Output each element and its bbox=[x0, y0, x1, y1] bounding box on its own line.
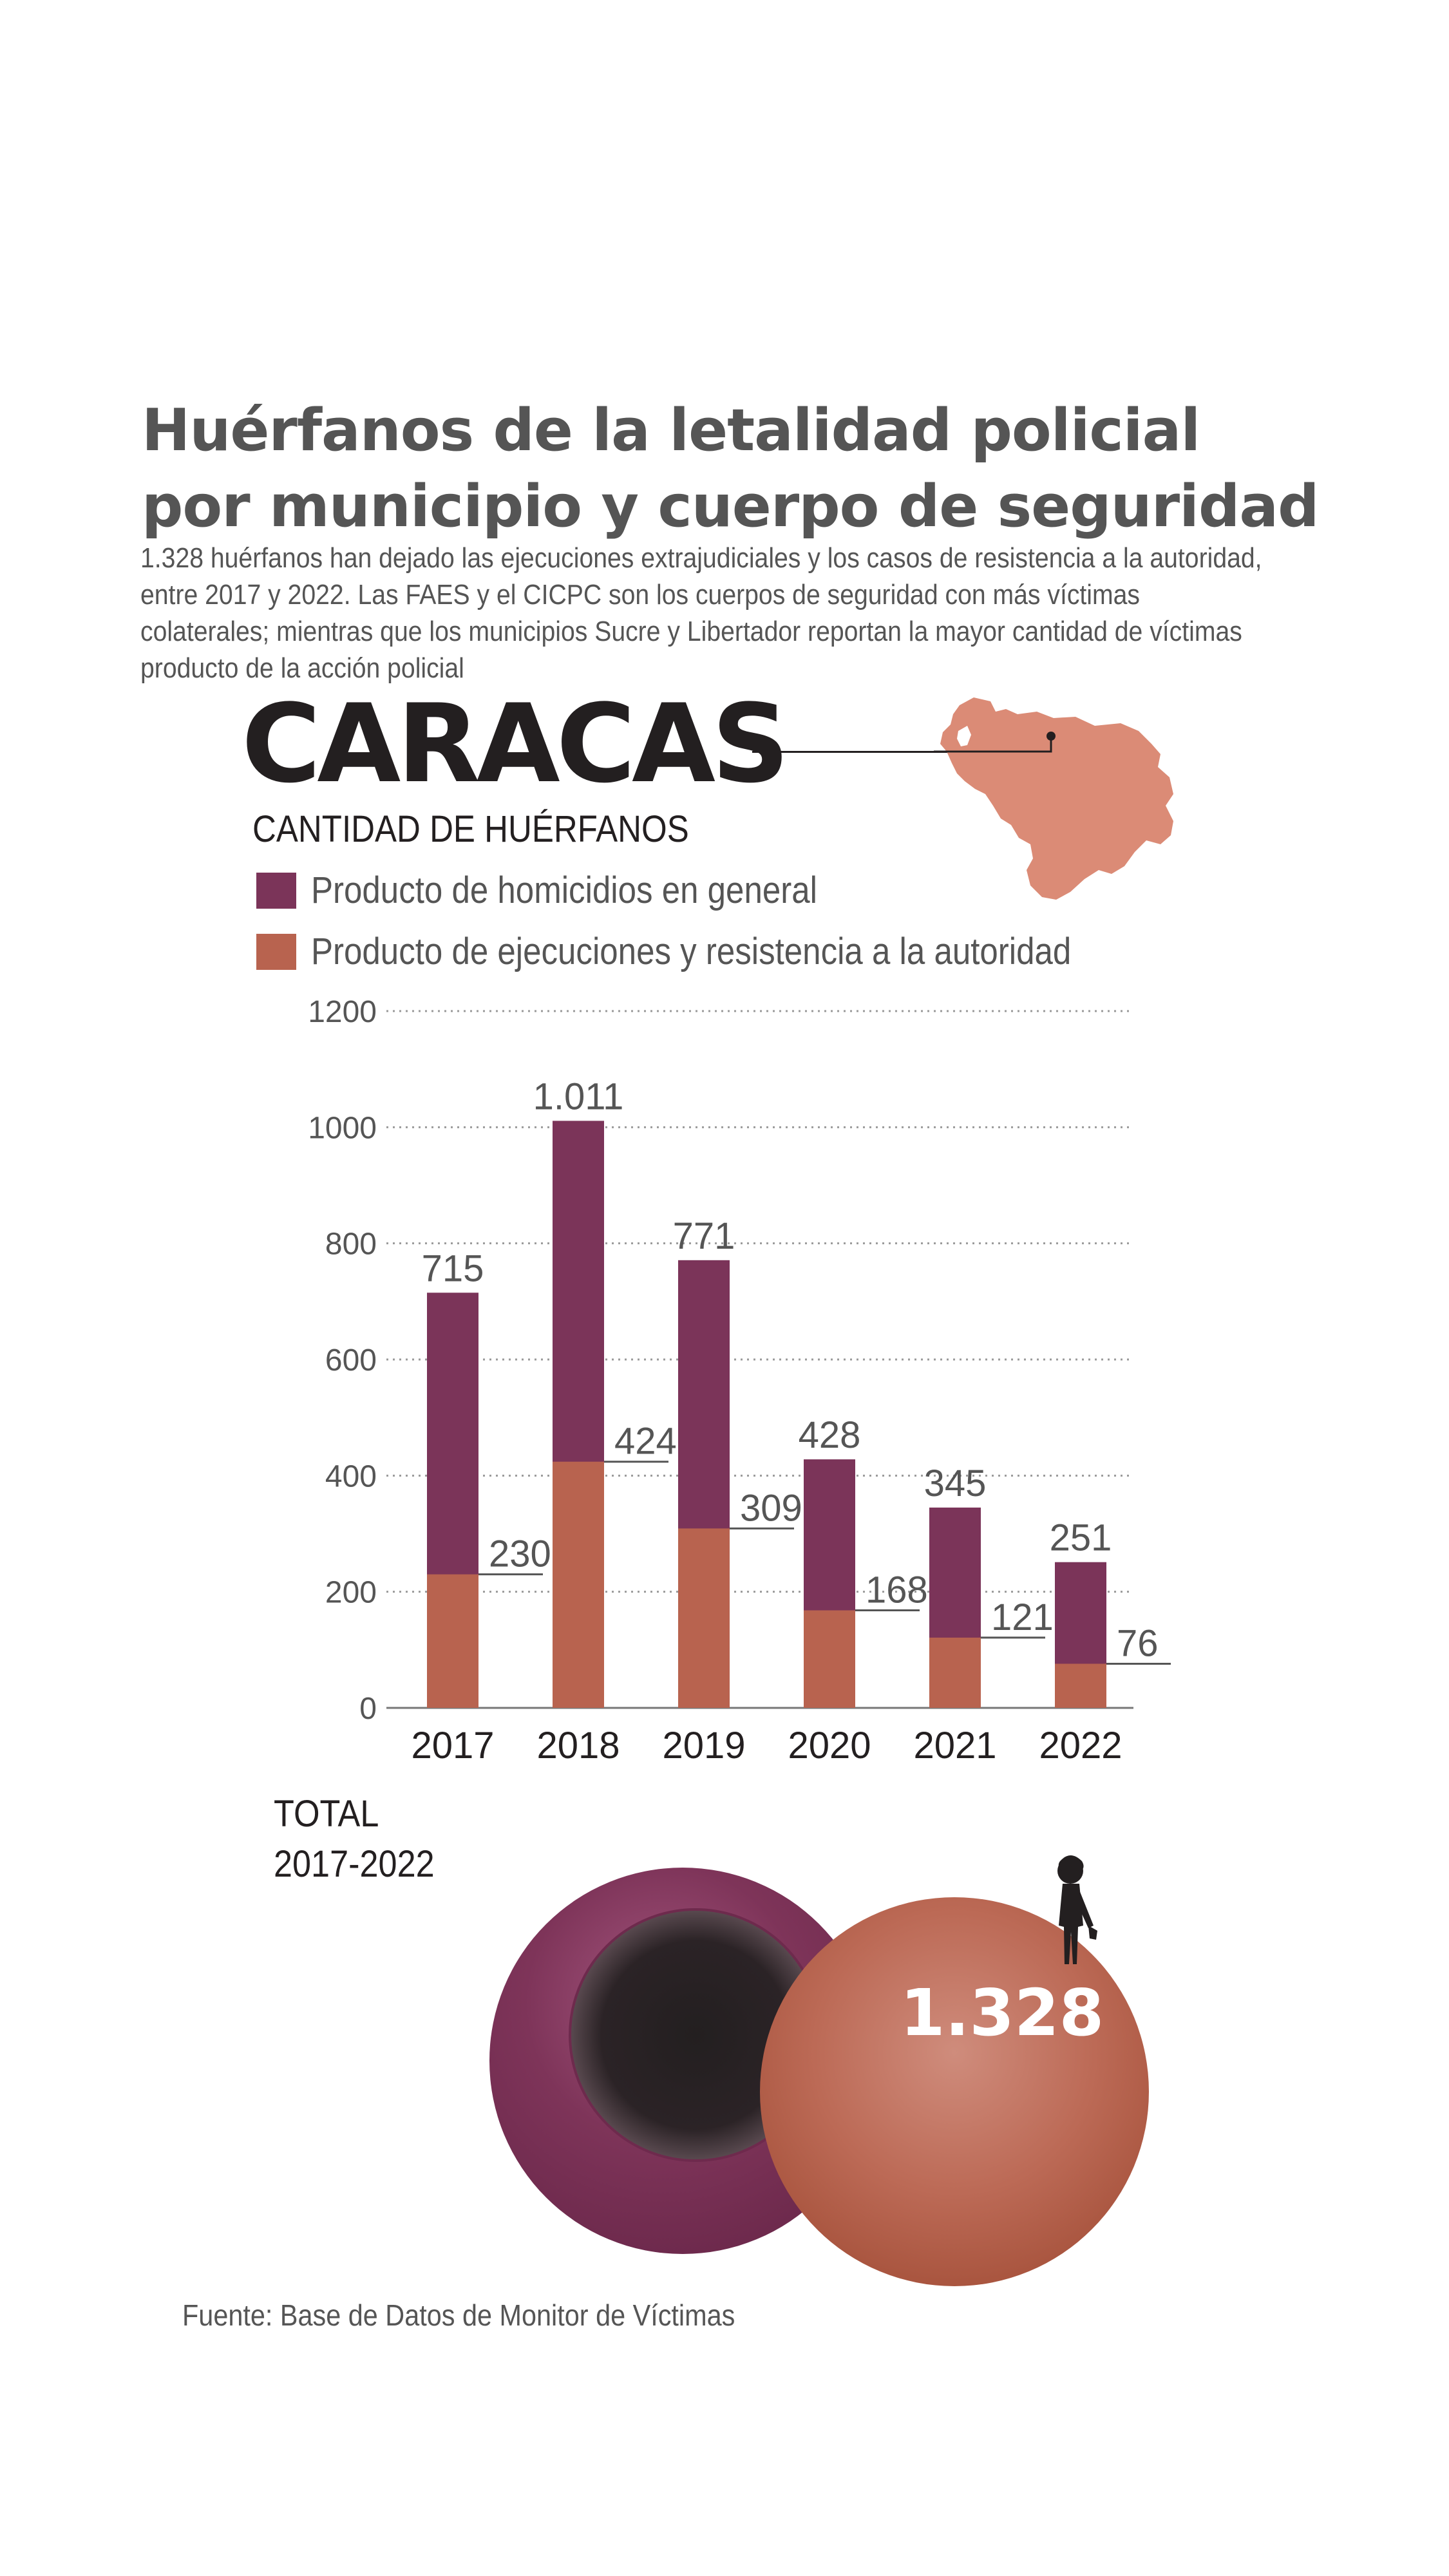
total-label: TOTAL 2017-2022 bbox=[274, 1789, 435, 1889]
y-tick-label: 1000 bbox=[308, 1111, 377, 1145]
title-line-1: Huérfanos de la letalidad policial bbox=[142, 397, 1200, 464]
ejecuciones-total-bubble bbox=[760, 1897, 1149, 2286]
value-label-homicidios: 771 bbox=[673, 1215, 735, 1257]
intro-text: 1.328 huérfanos han dejado las ejecucion… bbox=[140, 540, 1373, 687]
map-pointer-line bbox=[934, 740, 1052, 753]
homicidios-total-value: 3.521 bbox=[618, 1788, 821, 1864]
value-label-ejecuciones: 230 bbox=[489, 1533, 551, 1575]
totals-bubbles: 3.521 1.328 bbox=[489, 1788, 1149, 2286]
child-silhouette-icon bbox=[1057, 1855, 1097, 1964]
bar-ejecuciones bbox=[929, 1637, 981, 1708]
value-label-homicidios: 428 bbox=[799, 1414, 861, 1456]
x-tick-label: 2017 bbox=[411, 1725, 494, 1766]
venezuela-map-icon bbox=[934, 697, 1173, 900]
x-tick-label: 2020 bbox=[788, 1725, 871, 1766]
legend-swatch-ejecuciones bbox=[256, 934, 296, 970]
source-note: Fuente: Base de Datos de Monitor de Víct… bbox=[182, 2298, 735, 2332]
city-heading: CARACAS bbox=[242, 681, 790, 807]
x-tick-label: 2021 bbox=[913, 1725, 996, 1766]
caracas-marker bbox=[1046, 732, 1056, 741]
legend-label-ejecuciones: Producto de ejecuciones y resistencia a … bbox=[311, 931, 1072, 972]
total-label-line-1: TOTAL bbox=[274, 1793, 379, 1835]
ejecuciones-total-value: 1.328 bbox=[900, 1975, 1104, 2050]
y-tick-label: 1200 bbox=[308, 995, 377, 1029]
legend-swatch-homicidios bbox=[256, 873, 296, 909]
bar-ejecuciones bbox=[553, 1461, 604, 1708]
y-tick-label: 0 bbox=[359, 1692, 377, 1726]
x-tick-label: 2022 bbox=[1039, 1725, 1122, 1766]
map-lake-maracaibo bbox=[957, 726, 971, 746]
x-tick-label: 2019 bbox=[662, 1725, 745, 1766]
value-label-ejecuciones: 168 bbox=[866, 1569, 928, 1611]
value-label-homicidios: 345 bbox=[924, 1463, 987, 1504]
value-label-ejecuciones: 76 bbox=[1117, 1622, 1159, 1664]
y-tick-label: 600 bbox=[325, 1343, 377, 1378]
legend-label-homicidios: Producto de homicidios en general bbox=[311, 869, 817, 911]
value-label-ejecuciones: 424 bbox=[614, 1421, 677, 1463]
intro-line-4: producto de la acción policial bbox=[140, 652, 464, 684]
venezuela-map-shape bbox=[940, 697, 1173, 900]
title-line-2: por municipio y cuerpo de seguridad bbox=[142, 473, 1320, 540]
stacked-bar-chart: 0 200 400 600 800 1000 1200 715 230 2017 1.011 424 2… bbox=[308, 995, 1171, 1766]
bar-ejecuciones bbox=[804, 1610, 855, 1708]
intro-line-3: colaterales; mientras que los municipios… bbox=[140, 616, 1242, 647]
value-label-homicidios: 715 bbox=[422, 1247, 484, 1289]
bar-ejecuciones bbox=[1055, 1663, 1106, 1708]
y-tick-label: 200 bbox=[325, 1576, 377, 1610]
bar-ejecuciones bbox=[678, 1528, 730, 1708]
total-label-line-2: 2017-2022 bbox=[274, 1843, 435, 1885]
x-tick-label: 2018 bbox=[536, 1725, 620, 1766]
y-tick-label: 800 bbox=[325, 1227, 377, 1262]
bar-ejecuciones bbox=[427, 1574, 478, 1708]
quantity-label: CANTIDAD DE HUÉRFANOS bbox=[252, 808, 689, 850]
value-label-homicidios: 1.011 bbox=[533, 1075, 624, 1117]
intro-line-2: entre 2017 y 2022. Las FAES y el CICPC s… bbox=[140, 579, 1140, 611]
value-label-ejecuciones: 309 bbox=[740, 1487, 802, 1529]
value-label-ejecuciones: 121 bbox=[991, 1596, 1054, 1638]
intro-line-1: 1.328 huérfanos han dejado las ejecucion… bbox=[140, 542, 1262, 574]
y-tick-label: 400 bbox=[325, 1459, 377, 1493]
value-label-homicidios: 251 bbox=[1050, 1517, 1112, 1559]
page-title: Huérfanos de la letalidad policial por m… bbox=[142, 393, 1365, 545]
map-leader-line bbox=[752, 751, 1055, 753]
